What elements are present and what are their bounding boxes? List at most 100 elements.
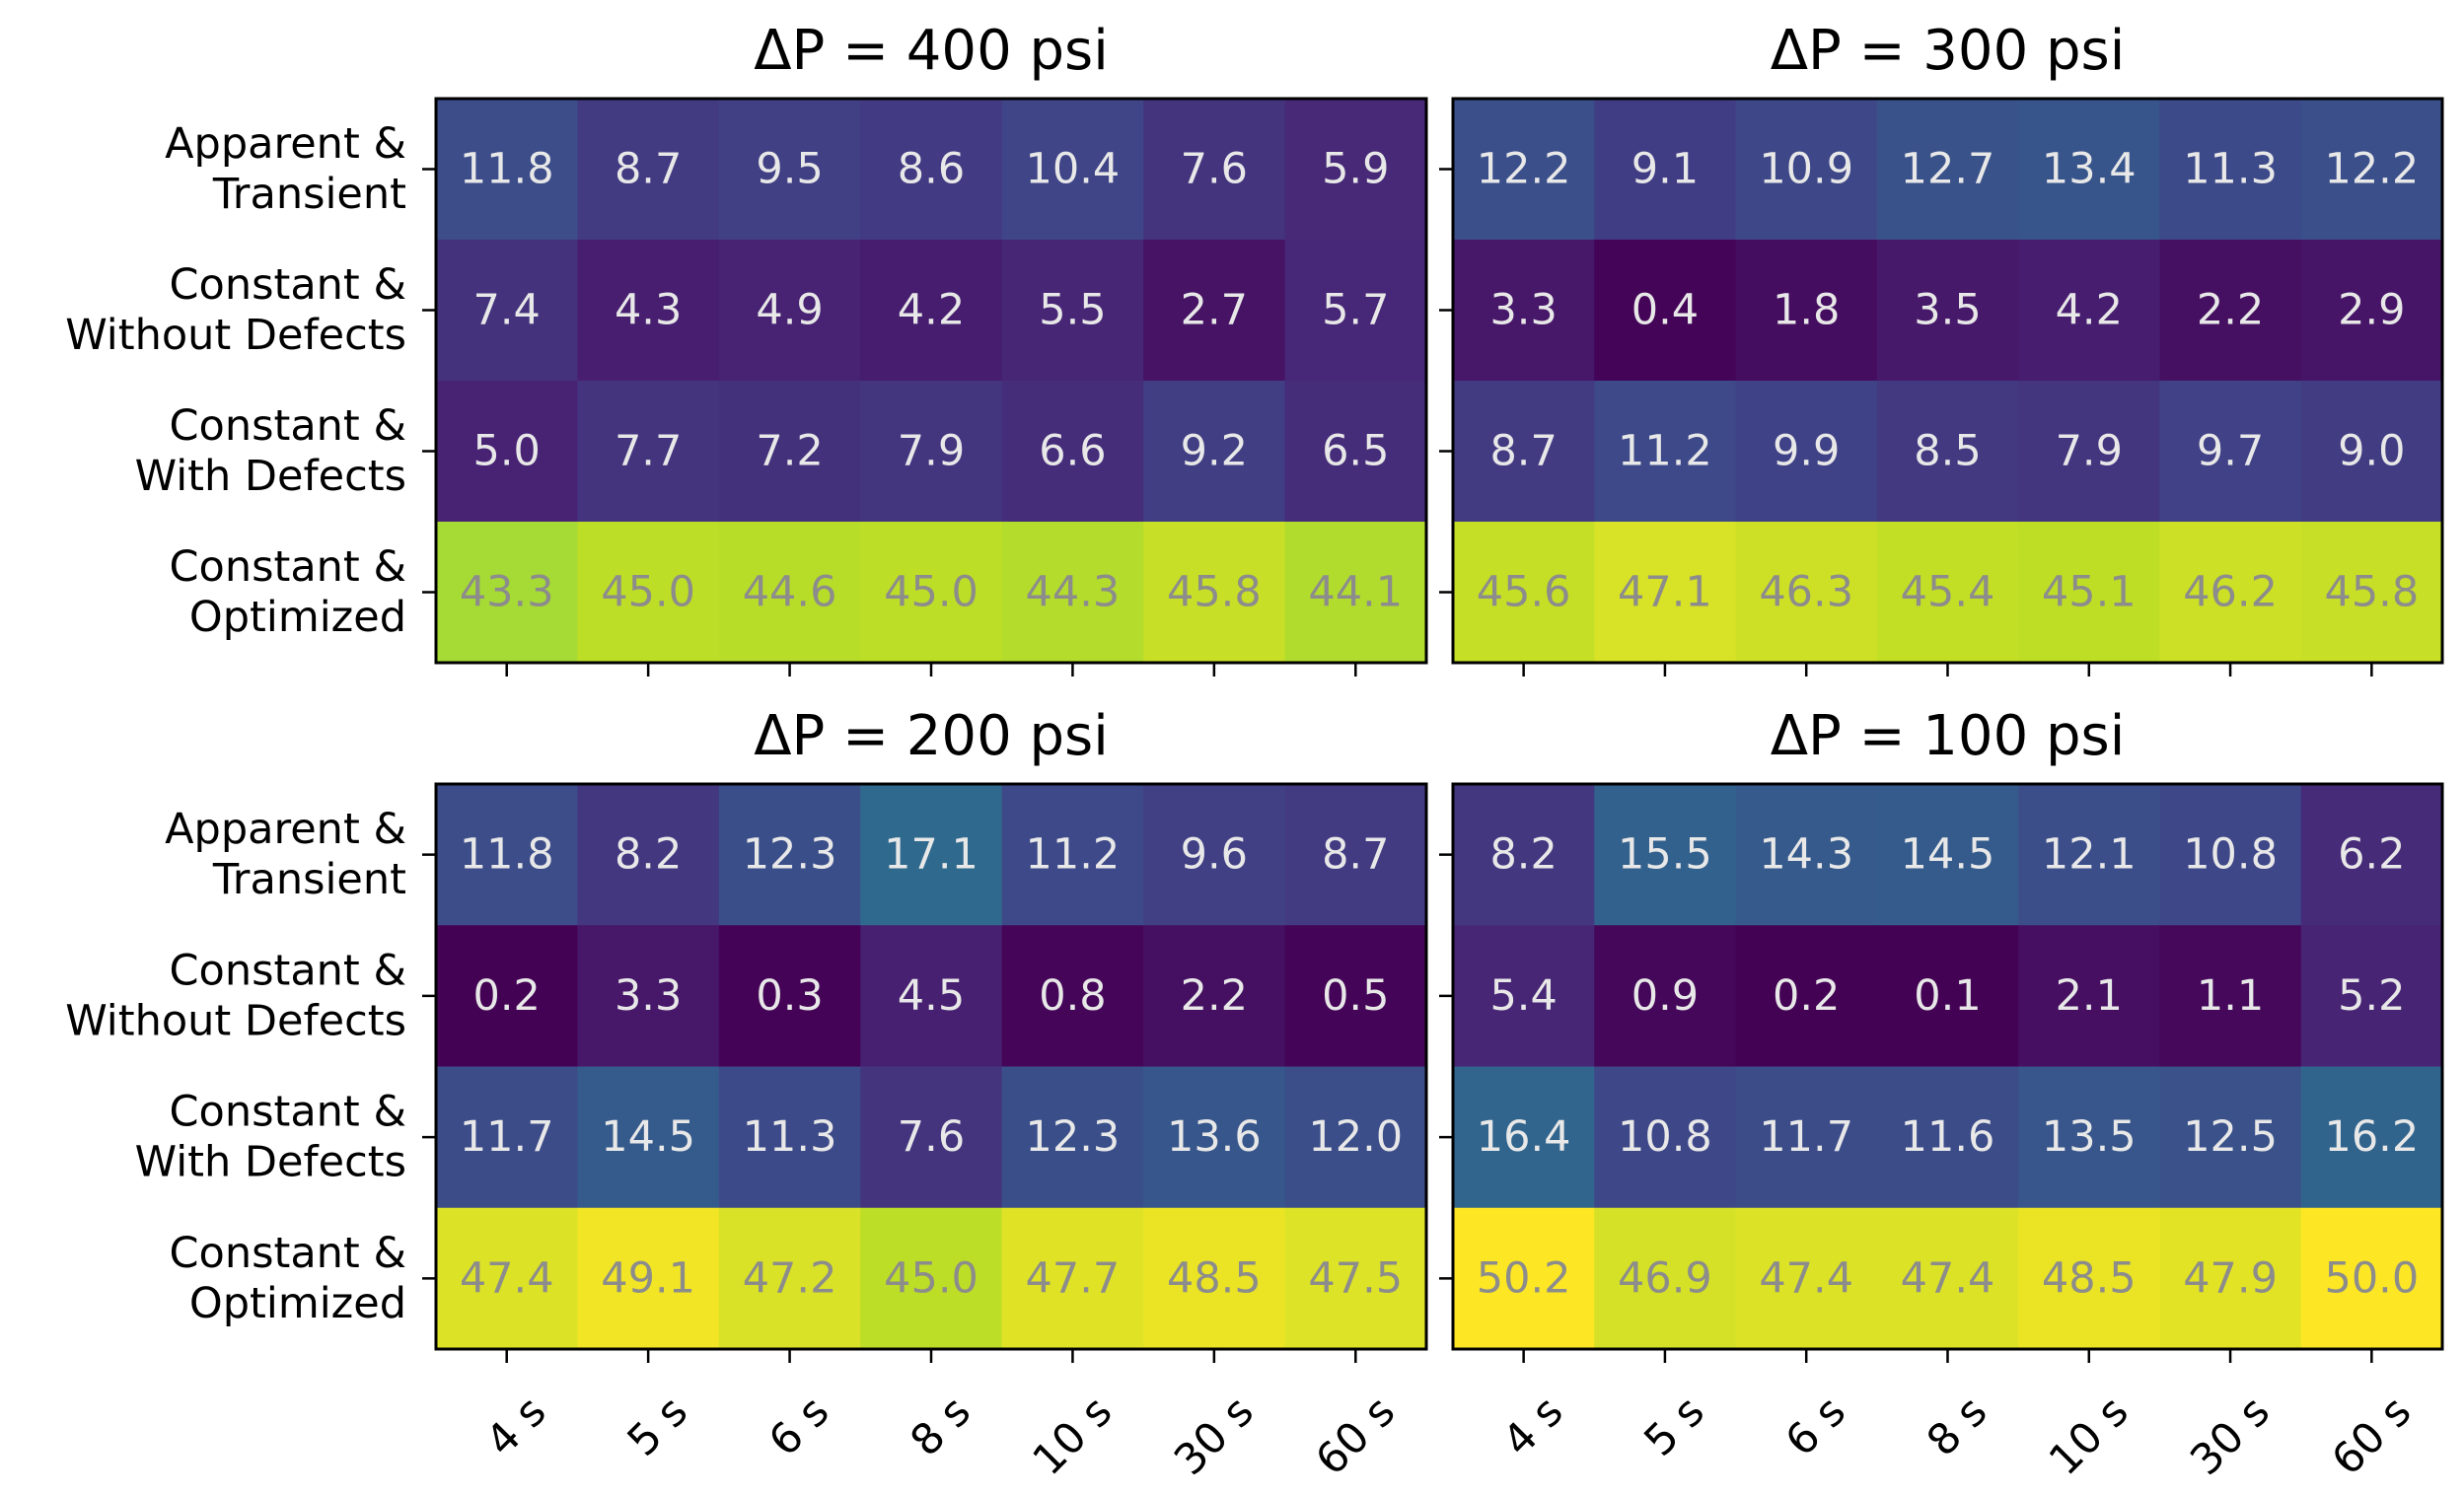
heatmap-cell (2300, 522, 2443, 664)
heatmap-cell (1284, 1066, 1427, 1209)
cell-value: 3.3 (615, 971, 682, 1021)
cell-value: 45.0 (601, 568, 695, 617)
x-tick-label: 30 s (2181, 1387, 2280, 1485)
cell-value: 4.2 (2056, 286, 2123, 335)
heatmap-cell (2159, 522, 2302, 664)
x-tick-label: 4 s (476, 1387, 555, 1465)
x-tick-label: 8 s (1918, 1387, 1996, 1465)
heatmap-cell (2018, 522, 2161, 664)
heatmap-cell (1001, 784, 1144, 926)
heatmap-panel-2: ΔP = 300 psi 12.2 9.1 10.9 12.7 13.4 11.3 12.2 3… (1439, 19, 2444, 677)
cell-value: 7.9 (2056, 427, 2123, 476)
cell-value: 45.8 (1167, 568, 1262, 617)
heatmap-cell (1453, 522, 1595, 664)
heatmap-cell (2018, 1066, 2161, 1209)
cell-value: 8.5 (1914, 427, 1981, 476)
heatmap-cell (2018, 925, 2161, 1068)
cell-value: 4.5 (898, 971, 965, 1021)
cell-value: 44.1 (1308, 568, 1403, 617)
cell-value: 17.1 (884, 830, 978, 880)
heatmap-cell (1284, 925, 1427, 1068)
heatmap-cell (1284, 1207, 1427, 1350)
heatmap-cell (577, 240, 720, 382)
cell-value: 2.2 (1181, 971, 1248, 1021)
heatmap-cell (1735, 1207, 1878, 1350)
cell-value: 9.0 (2338, 427, 2405, 476)
heatmap-cell (436, 99, 579, 241)
heatmap-cell (1001, 522, 1144, 664)
heatmap-cell (1876, 99, 2019, 241)
cell-value: 1.1 (2197, 971, 2264, 1021)
heatmap-cell (860, 784, 1003, 926)
heatmap-cell (1143, 240, 1286, 382)
heatmap-cell (2018, 99, 2161, 241)
panel-title: ΔP = 400 psi (754, 19, 1109, 83)
heatmap-cell (1143, 784, 1286, 926)
heatmap-cell (1001, 1207, 1144, 1350)
heatmap-cell (718, 784, 861, 926)
cell-value: 5.9 (1322, 145, 1389, 194)
cell-value: 5.4 (1489, 971, 1557, 1021)
cell-value: 2.1 (2056, 971, 2123, 1021)
panel-title: ΔP = 100 psi (1771, 704, 2126, 768)
cell-value: 44.3 (1026, 568, 1121, 617)
cell-value: 11.3 (2183, 145, 2278, 194)
cell-value: 9.5 (756, 145, 823, 194)
heatmap-cell (1001, 240, 1144, 382)
panel-title: ΔP = 300 psi (1771, 19, 2126, 83)
heatmap-cell (436, 784, 579, 926)
cell-value: 8.7 (615, 145, 682, 194)
heatmap-cell (2300, 784, 2443, 926)
cell-value: 2.2 (2197, 286, 2264, 335)
heatmap-cell (2018, 784, 2161, 926)
heatmap-cell (860, 381, 1003, 523)
cell-value: 6.5 (1322, 427, 1389, 476)
row-label: Optimized (189, 1279, 406, 1328)
heatmap-cell (2300, 925, 2443, 1068)
heatmap-cell (718, 99, 861, 241)
cell-value: 12.7 (1901, 145, 1995, 194)
cell-value: 3.5 (1914, 286, 1981, 335)
heatmap-cell (1284, 784, 1427, 926)
heatmap-cell (2159, 784, 2302, 926)
cell-value: 48.5 (1167, 1253, 1262, 1303)
heatmap-cell (2300, 1066, 2443, 1209)
heatmap-cell (577, 784, 720, 926)
heatmap-cell (718, 925, 861, 1068)
heatmap-cell (1735, 1066, 1878, 1209)
heatmap-cell (436, 240, 579, 382)
heatmap-cell (1284, 522, 1427, 664)
cell-value: 45.8 (2324, 568, 2419, 617)
heatmap-cell (1001, 925, 1144, 1068)
cell-value: 0.9 (1631, 971, 1699, 1021)
heatmap-cell (1594, 1207, 1737, 1350)
row-label: Constant & (169, 260, 406, 310)
cell-value: 7.4 (473, 286, 541, 335)
cell-value: 9.7 (2197, 427, 2264, 476)
cell-value: 5.7 (1322, 286, 1389, 335)
cell-value: 48.5 (2042, 1253, 2137, 1303)
cell-value: 1.8 (1773, 286, 1840, 335)
cell-value: 47.7 (1026, 1253, 1121, 1303)
heatmap-cell (577, 522, 720, 664)
cell-value: 12.0 (1308, 1112, 1403, 1162)
cell-value: 11.8 (460, 830, 554, 880)
row-label: Transient (212, 170, 406, 219)
heatmap-cell (718, 1207, 861, 1350)
heatmap-cell (1453, 1207, 1595, 1350)
heatmap-cell (1876, 925, 2019, 1068)
cell-value: 7.6 (898, 1112, 965, 1162)
cell-value: 7.6 (1181, 145, 1248, 194)
panel-title: ΔP = 200 psi (754, 704, 1109, 768)
heatmap-cell (1594, 522, 1737, 664)
heatmap-cell (1876, 522, 2019, 664)
cell-value: 50.0 (2324, 1253, 2419, 1303)
row-label: Transient (212, 855, 406, 904)
cell-value: 45.6 (1477, 568, 1571, 617)
cell-value: 45.1 (2042, 568, 2137, 617)
heatmap-cell (1594, 784, 1737, 926)
heatmap-cell (577, 925, 720, 1068)
row-label: Constant & (169, 946, 406, 995)
cell-value: 47.4 (1759, 1253, 1853, 1303)
heatmap-cell (2159, 240, 2302, 382)
